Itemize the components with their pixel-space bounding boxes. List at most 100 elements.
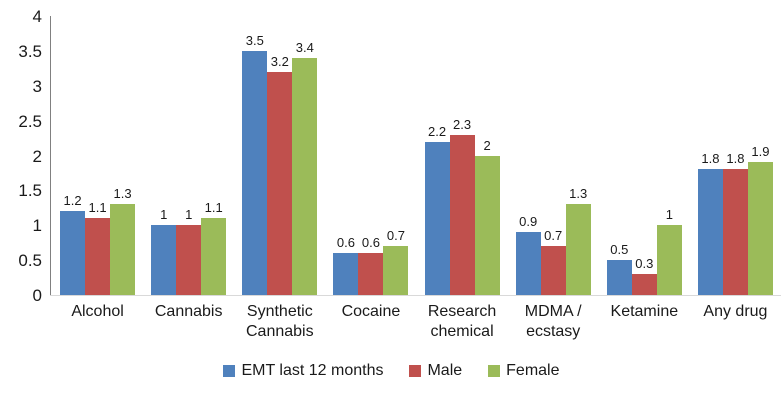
bar-female	[383, 246, 409, 295]
bar-wrap: 1.8	[697, 152, 723, 295]
bar-female	[110, 204, 136, 295]
bar-wrap: 3.2	[267, 53, 293, 295]
bar-wrap: 0.6	[333, 235, 359, 295]
bar-wrap: 2.3	[449, 116, 475, 295]
bar-wrap: 1.3	[565, 186, 591, 295]
x-axis-baseline	[50, 295, 781, 296]
bar-value-label: 1	[160, 207, 168, 223]
bar-emt-last-12-months	[333, 253, 359, 295]
legend-swatch-icon	[223, 365, 236, 377]
bar-value-label: 0.5	[610, 242, 629, 258]
legend-label: Male	[427, 362, 463, 379]
y-tick-label: 3	[32, 76, 42, 96]
bar-group-synthetic-cannabis: 3.5 3.2 3.4	[234, 16, 325, 295]
legend-item-female: Female	[488, 362, 560, 380]
bar-group-any-drug: 1.8 1.8 1.9	[690, 16, 781, 295]
bar-value-label: 1.3	[569, 186, 588, 202]
bar-wrap: 3.5	[242, 32, 268, 295]
bar-value-label: 1	[665, 207, 673, 223]
bar-female	[474, 155, 500, 295]
bar-wrap: 0.7	[540, 228, 566, 295]
bar-value-label: 1.2	[63, 193, 82, 209]
bar-value-label: 3.2	[270, 53, 289, 69]
chart-legend: EMT last 12 months Male Female	[0, 362, 783, 380]
bar-male	[267, 71, 293, 295]
bar-female	[565, 204, 591, 295]
bar-wrap: 1.1	[85, 200, 111, 295]
bar-female	[656, 225, 682, 295]
bar-wrap: 1	[656, 207, 682, 295]
bar-value-label: 3.4	[295, 39, 314, 55]
bar-value-label: 0.3	[635, 256, 654, 272]
bar-value-label: 1	[185, 207, 193, 223]
x-category-label: Research chemical	[427, 303, 497, 340]
plot-area: 1.2 1.1 1.3 1 1 1.1 3.5 3.2 3.4 0.6 0.6 0.7 2.2 2.3 2 0…	[52, 16, 781, 295]
x-category-label: Alcohol	[71, 303, 124, 320]
y-tick-label: 0	[32, 286, 42, 305]
bar-wrap: 1.1	[201, 200, 227, 295]
bar-male	[358, 253, 384, 295]
x-category-label: Cocaine	[341, 303, 401, 320]
bar-value-label: 0.7	[544, 228, 563, 244]
bar-male	[449, 134, 475, 295]
legend-label: Female	[506, 362, 560, 379]
bar-group-alcohol: 1.2 1.1 1.3	[52, 16, 143, 295]
bar-wrap: 1.9	[747, 144, 773, 295]
bar-wrap: 1	[151, 207, 177, 295]
legend-swatch-icon	[488, 365, 501, 377]
bar-female	[747, 162, 773, 295]
x-category-label: Synthetic Cannabis	[246, 303, 314, 340]
x-axis-category-labels: Alcohol Cannabis Synthetic Cannabis Cocaine…	[52, 302, 781, 342]
bar-wrap: 1	[176, 207, 202, 295]
bar-emt-last-12-months	[151, 225, 177, 295]
bar-emt-last-12-months	[515, 232, 541, 295]
x-category-label: MDMA / ecstasy	[524, 303, 582, 340]
bar-value-label: 2.2	[428, 123, 447, 139]
x-category-label: Cannabis	[154, 303, 223, 320]
bar-male	[722, 169, 748, 295]
bar-value-label: 1.1	[204, 200, 223, 216]
x-category-label: Ketamine	[610, 303, 679, 320]
y-tick-label: 4	[32, 7, 42, 26]
bar-emt-last-12-months	[60, 211, 86, 295]
bar-value-label: 3.5	[245, 32, 264, 48]
bar-male	[631, 274, 657, 295]
bar-group-mdma-ecstasy: 0.9 0.7 1.3	[508, 16, 599, 295]
bar-male	[540, 246, 566, 295]
legend-swatch-icon	[409, 365, 422, 377]
bar-value-label: 1.1	[88, 200, 107, 216]
bar-wrap: 0.3	[631, 256, 657, 295]
bar-emt-last-12-months	[242, 50, 268, 295]
bar-wrap: 1.3	[110, 187, 136, 295]
bar-wrap: 1.8	[722, 151, 748, 295]
bar-female	[292, 57, 318, 295]
bar-wrap: 0.5	[606, 242, 632, 295]
bar-value-label: 2.3	[453, 116, 472, 132]
bar-group-cocaine: 0.6 0.6 0.7	[325, 16, 416, 295]
bar-emt-last-12-months	[697, 169, 723, 295]
bar-group-ketamine: 0.5 0.3 1	[599, 16, 690, 295]
legend-item-male: Male	[409, 362, 462, 380]
legend-item-emt-last-12-months: EMT last 12 months	[223, 362, 383, 380]
bar-wrap: 2	[474, 137, 500, 295]
bar-wrap: 0.7	[383, 228, 409, 295]
y-tick-label: 1.5	[18, 181, 42, 201]
bar-emt-last-12-months	[424, 141, 450, 295]
bar-wrap: 3.4	[292, 39, 318, 295]
bar-value-label: 0.6	[361, 235, 380, 251]
x-category-label: Any drug	[703, 303, 768, 320]
bar-value-label: 0.6	[336, 235, 355, 251]
bar-value-label: 1.9	[751, 144, 770, 160]
bar-value-label: 1.8	[726, 151, 745, 167]
y-tick-label: 2.5	[18, 111, 42, 131]
legend-label: EMT last 12 months	[241, 362, 384, 379]
bar-emt-last-12-months	[606, 260, 632, 295]
bar-wrap: 0.6	[358, 235, 384, 295]
y-tick-label: 3.5	[18, 41, 42, 61]
bar-value-label: 0.7	[386, 228, 405, 244]
bar-value-label: 2	[483, 137, 491, 153]
y-tick-label: 2	[32, 146, 42, 166]
bar-wrap: 2.2	[424, 123, 450, 295]
y-tick-label: 1	[32, 216, 42, 236]
